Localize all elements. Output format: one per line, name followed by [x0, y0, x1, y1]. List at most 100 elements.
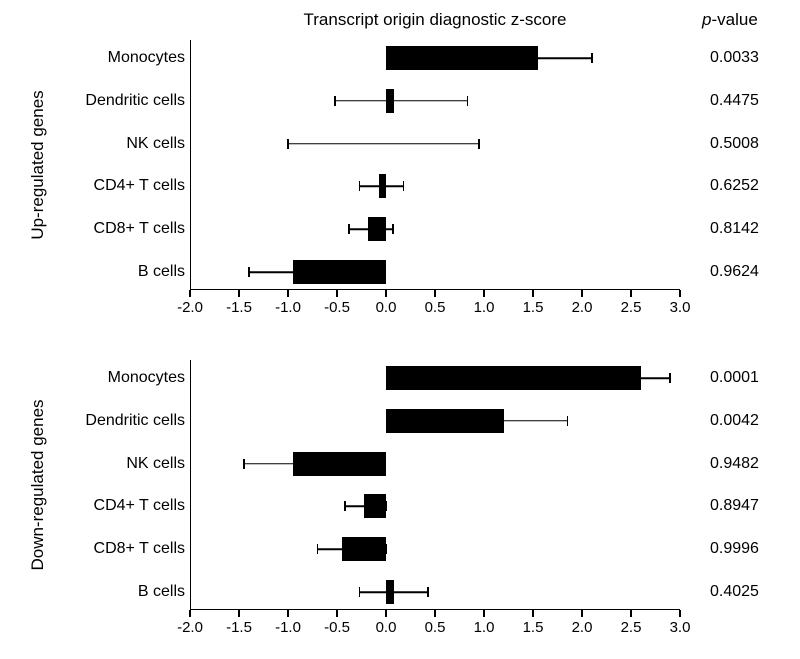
x-tick-label: -2.0: [177, 619, 203, 636]
error-bar-line: [249, 271, 342, 273]
pvalue-label: 0.6252: [710, 177, 759, 195]
x-tick: [336, 290, 338, 297]
pvalue-label: 0.4475: [710, 92, 759, 110]
x-tick: [483, 610, 485, 617]
error-bar-cap: [287, 139, 289, 149]
category-label: Dendritic cells: [85, 412, 185, 430]
error-bar-line: [335, 100, 467, 102]
error-bar-line: [244, 463, 342, 465]
category-label: B cells: [138, 263, 185, 281]
category-label: CD4+ T cells: [94, 177, 185, 195]
error-bar-cap: [403, 181, 405, 191]
category-label: CD8+ T cells: [94, 540, 185, 558]
error-bar-cap: [317, 544, 319, 554]
x-tick: [336, 610, 338, 617]
error-bar-cap: [341, 267, 343, 277]
x-tick-label: 1.5: [523, 299, 544, 316]
pvalue-label: 0.8142: [710, 220, 759, 238]
x-tick: [287, 610, 289, 617]
error-bar-cap: [334, 96, 336, 106]
pvalue-column-header: p-value: [702, 10, 758, 30]
error-bar-line: [489, 57, 592, 59]
error-bar-line: [469, 420, 567, 422]
x-tick-label: 2.0: [572, 619, 593, 636]
x-tick: [287, 290, 289, 297]
error-bar-cap: [385, 544, 387, 554]
error-bar-cap: [344, 501, 346, 511]
error-bar-line: [360, 591, 429, 593]
x-tick: [630, 610, 632, 617]
error-bar-cap: [567, 416, 569, 426]
category-label: NK cells: [126, 135, 185, 153]
x-tick-label: 1.0: [474, 299, 495, 316]
plot-area-down: [190, 360, 680, 610]
category-label: NK cells: [126, 455, 185, 473]
x-tick: [385, 290, 387, 297]
figure-root: Transcript origin diagnostic z-score p-v…: [0, 0, 800, 659]
x-tick-label: 2.0: [572, 299, 593, 316]
x-tick-label: 0.0: [376, 619, 397, 636]
x-tick-label: -0.5: [324, 299, 350, 316]
panel-group-label-down: Down-regulated genes: [28, 385, 48, 585]
error-bar-cap: [591, 53, 593, 63]
x-tick-label: -2.0: [177, 299, 203, 316]
error-bar-cap: [469, 416, 471, 426]
error-bar-cap: [359, 181, 361, 191]
panel-group-label-up: Up-regulated genes: [28, 65, 48, 265]
x-tick: [581, 290, 583, 297]
x-tick: [483, 290, 485, 297]
error-bar-cap: [248, 267, 250, 277]
bar: [386, 366, 641, 390]
error-bar-cap: [348, 224, 350, 234]
error-bar-cap: [611, 373, 613, 383]
x-tick: [238, 290, 240, 297]
x-tick-label: 0.0: [376, 299, 397, 316]
x-tick: [532, 610, 534, 617]
x-tick-label: -1.5: [226, 619, 252, 636]
error-bar-line: [360, 186, 404, 188]
pvalue-label: 0.5008: [710, 135, 759, 153]
x-tick-label: -1.0: [275, 619, 301, 636]
category-label: Monocytes: [108, 369, 185, 387]
category-label: Monocytes: [108, 49, 185, 67]
x-tick-label: 0.5: [425, 619, 446, 636]
error-bar-line: [317, 548, 386, 550]
x-tick: [238, 610, 240, 617]
x-tick: [679, 290, 681, 297]
error-bar-line: [345, 506, 386, 508]
pvalue-label: 0.0033: [710, 49, 759, 67]
x-tick: [434, 290, 436, 297]
error-bar-line: [288, 143, 479, 145]
chart-main-title: Transcript origin diagnostic z-score: [265, 10, 605, 30]
x-tick-label: 1.0: [474, 619, 495, 636]
x-tick: [189, 610, 191, 617]
x-tick-label: 0.5: [425, 299, 446, 316]
plot-area-up: [190, 40, 680, 290]
pvalue-header-suffix: -value: [711, 10, 757, 29]
error-bar-cap: [243, 459, 245, 469]
error-bar-cap: [385, 501, 387, 511]
x-tick: [630, 290, 632, 297]
x-tick: [385, 610, 387, 617]
error-bar-cap: [341, 459, 343, 469]
x-tick: [434, 610, 436, 617]
error-bar-cap: [392, 224, 394, 234]
x-tick-label: -1.5: [226, 299, 252, 316]
category-label: CD4+ T cells: [94, 497, 185, 515]
pvalue-label: 0.0001: [710, 369, 759, 387]
error-bar-cap: [669, 373, 671, 383]
error-bar-cap: [467, 96, 469, 106]
pvalue-label: 0.9996: [710, 540, 759, 558]
x-tick-label: -0.5: [324, 619, 350, 636]
pvalue-label: 0.4025: [710, 583, 759, 601]
x-tick: [581, 610, 583, 617]
x-tick: [679, 610, 681, 617]
pvalue-label: 0.8947: [710, 497, 759, 515]
x-tick: [532, 290, 534, 297]
pvalue-label: 0.9482: [710, 455, 759, 473]
x-tick-label: -1.0: [275, 299, 301, 316]
x-tick: [189, 290, 191, 297]
x-tick-label: 3.0: [670, 299, 691, 316]
x-tick-label: 2.5: [621, 619, 642, 636]
error-bar-cap: [478, 139, 480, 149]
